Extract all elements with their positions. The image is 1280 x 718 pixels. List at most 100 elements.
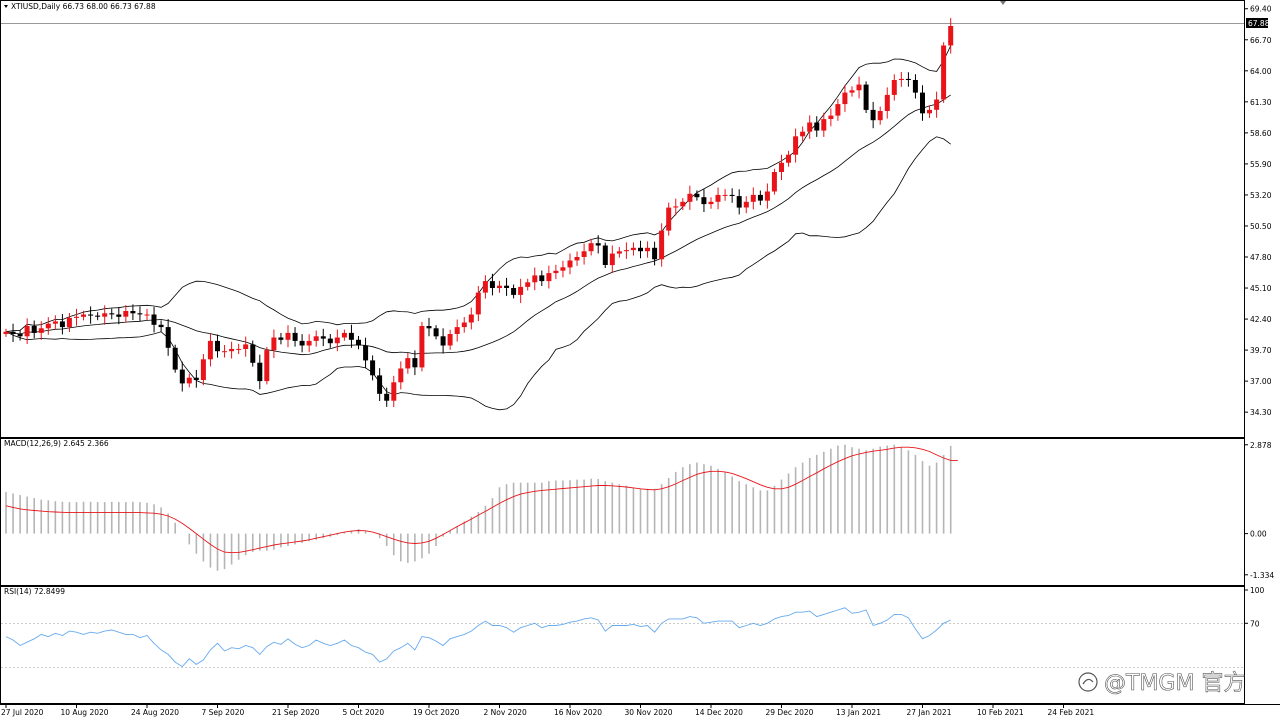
- candle: [236, 343, 242, 355]
- price-tick-label: 64.00: [1250, 67, 1272, 76]
- candle: [165, 319, 171, 356]
- symbol-header: XTIUSD,Daily 66.73 68.00 66.73 67.88: [4, 2, 156, 11]
- price-tick-label: 66.70: [1250, 36, 1272, 45]
- candle: [207, 333, 213, 367]
- candle: [257, 354, 263, 390]
- candle: [151, 306, 157, 333]
- candle: [10, 323, 16, 342]
- candle: [66, 313, 72, 332]
- candle: [327, 334, 333, 348]
- price-tick-label: 37.00: [1250, 377, 1272, 386]
- candle: [870, 101, 876, 129]
- candle: [306, 334, 312, 353]
- price-tick-label: 55.90: [1250, 160, 1272, 169]
- candle: [356, 336, 361, 350]
- watermark: @TMGM 官方: [1078, 671, 1246, 696]
- candle: [934, 91, 940, 118]
- candle: [912, 74, 918, 99]
- candle: [652, 241, 658, 266]
- candle: [271, 329, 277, 358]
- time-axis: 27 Jul 2020 10 Aug 2020 24 Aug 2020 7 Sep 2…: [1, 704, 1094, 717]
- candle: [468, 307, 474, 330]
- watermark-text: @TMGM 官方: [1104, 671, 1245, 696]
- price-tick-label: 69.40: [1250, 5, 1272, 14]
- candle: [588, 238, 594, 256]
- candle: [215, 334, 220, 358]
- time-tick-label: 14 Dec 2020: [695, 708, 743, 717]
- weibo-logo-icon: [1078, 672, 1098, 692]
- candle: [736, 189, 742, 215]
- bollinger-bands: [5, 45, 952, 411]
- candle: [863, 81, 869, 113]
- candle: [616, 247, 622, 258]
- candle: [687, 185, 693, 210]
- candle: [405, 352, 411, 374]
- candle: [623, 242, 629, 259]
- candle: [905, 72, 911, 87]
- price-axis: 69.40 66.70 64.00 61.30 58.60 55.90 53.20 50.50…: [1244, 5, 1272, 417]
- candle: [38, 321, 44, 340]
- candle: [708, 197, 714, 209]
- candle: [391, 375, 397, 408]
- time-tick-label: 24 Aug 2020: [131, 708, 179, 717]
- rsi-header-text: RSI(14) 72.8499: [4, 587, 65, 596]
- candle: [250, 340, 256, 367]
- candle: [348, 324, 354, 348]
- candle: [454, 319, 460, 342]
- candle: [74, 308, 79, 326]
- candle: [821, 112, 827, 137]
- price-tick-label: 53.20: [1250, 191, 1272, 200]
- candle: [511, 284, 517, 299]
- time-tick-label: 24 Feb 2021: [1048, 708, 1095, 717]
- candle: [786, 150, 791, 167]
- candle: [814, 116, 820, 137]
- macd-axis: 2.878 0.00 -1.334: [1244, 441, 1274, 580]
- price-tick-label: 34.30: [1250, 408, 1272, 417]
- candle: [158, 320, 164, 332]
- collapse-triangle-icon: [4, 5, 8, 8]
- current-price-badge: 67.88: [1246, 18, 1270, 28]
- candle: [891, 74, 897, 101]
- time-tick-label: 7 Sep 2020: [202, 708, 245, 717]
- candle: [750, 187, 756, 210]
- candle: [144, 308, 150, 321]
- candle: [849, 86, 855, 97]
- time-tick-label: 21 Sep 2020: [272, 708, 320, 717]
- current-price-badge-text: 67.88: [1248, 19, 1270, 28]
- time-tick-label: 2 Nov 2020: [484, 708, 527, 717]
- candle: [461, 317, 467, 333]
- price-tick-label: 58.60: [1250, 129, 1272, 138]
- candle: [17, 329, 23, 341]
- time-tick-label: 10 Aug 2020: [61, 708, 109, 717]
- price-tick-label: 70: [1250, 619, 1260, 628]
- candle: [920, 85, 925, 121]
- candle: [525, 278, 531, 291]
- candle: [680, 198, 686, 211]
- candle: [109, 308, 115, 320]
- candle: [412, 350, 418, 376]
- candle: [602, 242, 608, 268]
- candle: [88, 306, 94, 324]
- candle: [898, 72, 904, 87]
- candle: [59, 314, 65, 335]
- candle: [800, 126, 806, 142]
- candle: [518, 278, 524, 303]
- price-tick-label: 61.30: [1250, 98, 1272, 107]
- candle: [31, 320, 37, 339]
- macd-signal-line: [5, 446, 958, 554]
- time-tick-label: 19 Oct 2020: [413, 708, 460, 717]
- candles: [3, 17, 954, 408]
- candle: [3, 328, 9, 337]
- time-tick-label: 29 Dec 2020: [766, 708, 814, 717]
- candle: [567, 253, 573, 275]
- chart-shift-marker-icon[interactable]: [1000, 1, 1006, 5]
- time-tick-label: 5 Oct 2020: [343, 708, 385, 717]
- candle: [243, 336, 249, 357]
- time-tick-label: 30 Nov 2020: [625, 708, 673, 717]
- candle: [278, 332, 284, 345]
- rsi-line: [5, 607, 951, 668]
- candle: [285, 325, 291, 348]
- price-tick-label: 42.40: [1250, 315, 1272, 324]
